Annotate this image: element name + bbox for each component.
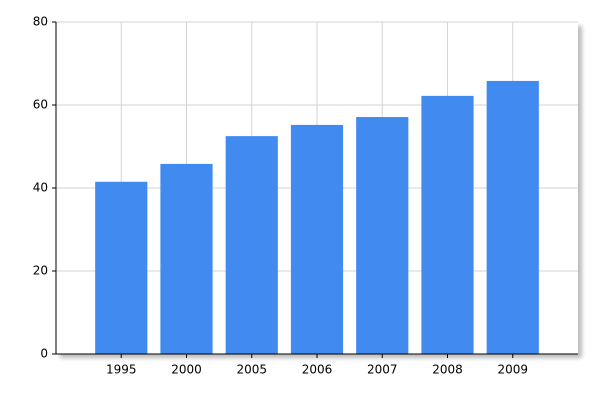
y-tick-label: 20 (33, 264, 48, 278)
bar (160, 163, 213, 354)
x-tick-label: 1995 (106, 363, 137, 377)
x-tick-label: 2007 (367, 363, 398, 377)
x-tick-label: 2008 (432, 363, 463, 377)
x-tick-label: 2009 (497, 363, 528, 377)
x-tick-label: 2000 (171, 363, 202, 377)
bar (486, 80, 539, 355)
bar (356, 117, 409, 354)
bar (421, 95, 474, 355)
bar (95, 181, 148, 354)
x-tick-label: 2006 (302, 363, 333, 377)
bar (290, 124, 344, 354)
y-tick-label: 60 (33, 98, 48, 112)
plot-layer: 0 20 40 60 80 1995 2000 2005 2006 2007 2008 2009 (33, 15, 578, 377)
y-tick-label: 0 (40, 347, 48, 361)
y-tick-label: 80 (33, 15, 48, 29)
bar (225, 136, 278, 354)
x-tick-label: 2005 (236, 363, 267, 377)
y-tick-label: 40 (33, 181, 48, 195)
